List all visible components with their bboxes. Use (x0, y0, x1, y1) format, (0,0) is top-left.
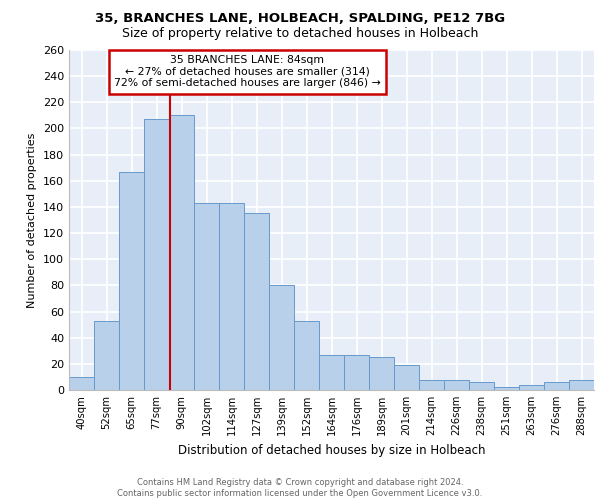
Bar (94, 320, 119, 390)
Text: 35, BRANCHES LANE, HOLBEACH, SPALDING, PE12 7BG: 35, BRANCHES LANE, HOLBEACH, SPALDING, P… (95, 12, 505, 26)
Bar (394, 365, 419, 390)
Bar (119, 172, 144, 390)
Bar (519, 385, 544, 390)
Bar (494, 388, 519, 390)
Text: Size of property relative to detached houses in Holbeach: Size of property relative to detached ho… (122, 28, 478, 40)
Text: Contains HM Land Registry data © Crown copyright and database right 2024.
Contai: Contains HM Land Registry data © Crown c… (118, 478, 482, 498)
Bar (169, 116, 194, 390)
Bar (469, 382, 494, 390)
Bar (544, 382, 569, 390)
Bar (244, 214, 269, 390)
Bar (569, 380, 594, 390)
X-axis label: Distribution of detached houses by size in Holbeach: Distribution of detached houses by size … (178, 444, 485, 456)
Bar (344, 354, 369, 390)
Text: 35 BRANCHES LANE: 84sqm
← 27% of detached houses are smaller (314)
72% of semi-d: 35 BRANCHES LANE: 84sqm ← 27% of detache… (114, 55, 381, 88)
Bar (269, 286, 294, 390)
Bar (369, 358, 394, 390)
Bar (219, 203, 244, 390)
Bar (194, 203, 219, 390)
Bar (294, 320, 319, 390)
Bar (419, 380, 444, 390)
Bar (69, 377, 94, 390)
Bar (444, 380, 469, 390)
Bar (144, 120, 169, 390)
Y-axis label: Number of detached properties: Number of detached properties (28, 132, 37, 308)
Bar (319, 354, 344, 390)
